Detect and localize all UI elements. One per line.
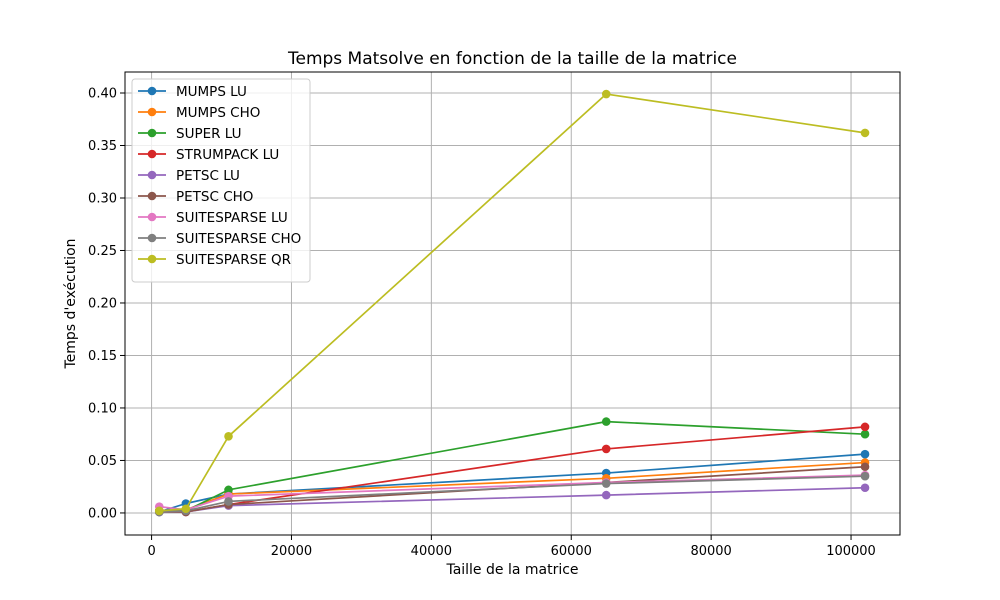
data-point bbox=[154, 506, 164, 516]
legend-marker bbox=[147, 212, 157, 222]
axis-ticks: 0 20000 40000 60000 80000 100000 0.00 0.05 0.10 0… bbox=[88, 86, 876, 559]
series-layer bbox=[154, 89, 870, 517]
y-tick-label: 0.35 bbox=[88, 139, 117, 154]
x-axis-label: Taille de la matrice bbox=[445, 562, 578, 578]
data-point bbox=[224, 497, 233, 506]
legend-marker bbox=[147, 107, 157, 117]
legend-item: PETSC LU bbox=[138, 168, 240, 184]
data-point bbox=[601, 479, 611, 488]
x-tick-label: 80000 bbox=[690, 544, 731, 559]
y-tick-label: 0.20 bbox=[88, 296, 117, 311]
legend-marker bbox=[147, 149, 157, 159]
legend-item: PETSC CHO bbox=[138, 189, 253, 205]
y-tick-label: 0.40 bbox=[88, 86, 117, 101]
x-tick-label: 0 bbox=[147, 544, 155, 559]
legend-marker bbox=[147, 170, 157, 180]
y-tick-label: 0.30 bbox=[88, 191, 117, 206]
legend-item: STRUMPACK LU bbox=[138, 147, 279, 163]
y-tick-label: 0.00 bbox=[88, 506, 117, 521]
data-point bbox=[860, 471, 870, 481]
data-point bbox=[860, 483, 870, 493]
legend-marker bbox=[147, 86, 157, 96]
legend-label: SUITESPARSE CHO bbox=[176, 231, 301, 247]
legend-marker bbox=[147, 191, 157, 201]
legend-item: SUITESPARSE CHO bbox=[138, 231, 301, 247]
legend-label: PETSC LU bbox=[176, 168, 240, 184]
data-point bbox=[860, 462, 870, 472]
axes-frame bbox=[124, 71, 901, 536]
y-tick-label: 0.05 bbox=[88, 454, 117, 469]
data-point bbox=[601, 444, 611, 454]
legend-item: SUITESPARSE LU bbox=[138, 210, 288, 226]
data-point bbox=[860, 128, 870, 138]
series-suitesparse-qr bbox=[154, 89, 870, 516]
y-tick-label: 0.10 bbox=[88, 401, 117, 416]
x-tick-label: 100000 bbox=[826, 544, 876, 559]
x-tick-label: 40000 bbox=[411, 544, 452, 559]
chart-title: Temps Matsolve en fonction de la taille … bbox=[287, 49, 737, 69]
legend-box bbox=[131, 78, 311, 283]
legend-label: STRUMPACK LU bbox=[176, 147, 279, 163]
legend-label: MUMPS LU bbox=[176, 84, 247, 100]
legend-item: SUITESPARSE QR bbox=[138, 252, 291, 268]
legend-label: SUPER LU bbox=[176, 126, 242, 142]
x-tick-label: 20000 bbox=[271, 544, 312, 559]
y-axis-label: Temps d'exécution bbox=[63, 238, 79, 369]
data-point bbox=[224, 432, 233, 441]
legend-item: SUPER LU bbox=[138, 126, 242, 142]
data-point bbox=[181, 504, 191, 514]
legend-label: SUITESPARSE LU bbox=[176, 210, 288, 226]
data-point bbox=[601, 89, 611, 99]
legend-label: SUITESPARSE QR bbox=[176, 252, 291, 268]
data-point bbox=[860, 429, 870, 439]
y-tick-label: 0.15 bbox=[88, 349, 117, 364]
legend-marker bbox=[147, 254, 157, 264]
data-point bbox=[860, 422, 870, 432]
data-point bbox=[601, 417, 611, 426]
data-point bbox=[224, 485, 233, 495]
legend: MUMPS LU MUMPS CHO SUPER LU STRUMPACK LU PET… bbox=[131, 78, 311, 283]
data-point bbox=[860, 449, 870, 459]
legend-marker bbox=[147, 233, 157, 243]
y-tick-label: 0.25 bbox=[88, 244, 117, 259]
legend-item: MUMPS LU bbox=[138, 84, 247, 100]
legend-label: MUMPS CHO bbox=[176, 105, 260, 121]
legend-marker bbox=[147, 128, 157, 138]
data-point bbox=[601, 490, 611, 500]
legend-item: MUMPS CHO bbox=[138, 105, 260, 121]
legend-label: PETSC CHO bbox=[176, 189, 253, 205]
x-tick-label: 60000 bbox=[551, 544, 592, 559]
